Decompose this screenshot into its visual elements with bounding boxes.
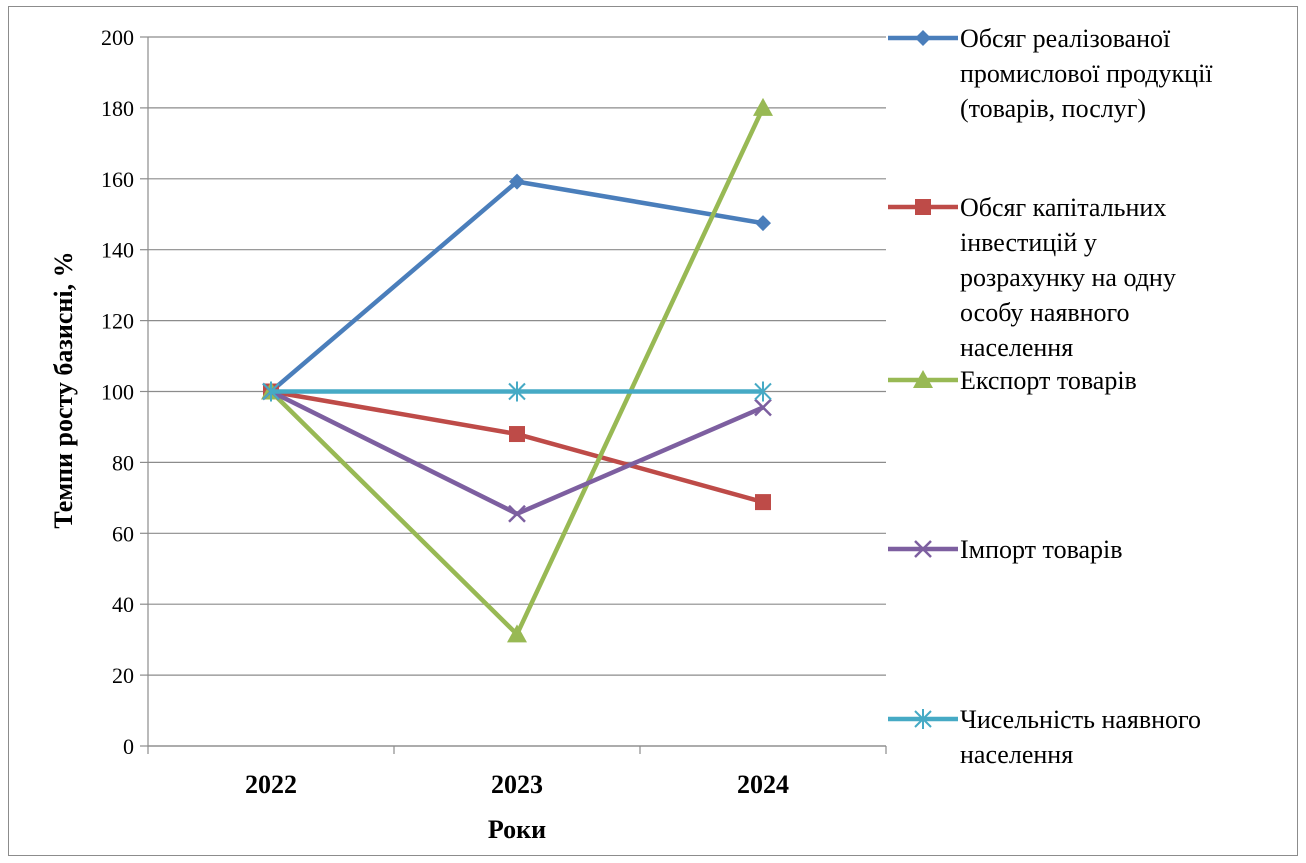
data-point	[508, 381, 526, 402]
series-1	[263, 173, 771, 400]
legend-label: Чисельність наявного	[960, 705, 1201, 734]
legend-label: особу наявного	[960, 298, 1130, 327]
y-axis-title: Темпи росту базисні, %	[49, 251, 78, 528]
chart-frame	[8, 6, 1298, 856]
data-point	[755, 494, 771, 511]
data-point	[507, 624, 527, 643]
x-tick-label: 2022	[245, 770, 297, 799]
data-point	[508, 504, 526, 523]
y-tick-label: 140	[101, 238, 134, 263]
data-point	[262, 381, 280, 402]
data-point	[754, 381, 772, 402]
data-point	[509, 426, 525, 443]
y-tick-label: 200	[101, 25, 134, 50]
legend-entry: Обсяг реалізованої промислової продукції (…	[888, 24, 1213, 123]
x-tick-label: 2024	[737, 770, 789, 799]
y-tick-labels: 0 20 40 60 80 100 120 140 160 180 200	[101, 25, 134, 759]
y-tick-label: 80	[112, 450, 134, 475]
y-tick-label: 120	[101, 309, 134, 334]
legend-marker	[914, 709, 932, 729]
series-line	[270, 389, 764, 505]
legend-marker	[915, 30, 931, 46]
legend-label: промислової продукції	[960, 59, 1213, 88]
y-tick-label: 160	[101, 167, 134, 192]
x-tick-labels: 2022 2023 2024	[245, 770, 789, 799]
y-tick-label: 100	[101, 380, 134, 405]
legend-entry: Чисельність наявного населення	[888, 705, 1201, 769]
legend-marker	[913, 370, 933, 388]
x-axis-title: Роки	[488, 815, 546, 844]
legend-label: населення	[960, 333, 1073, 362]
legend-marker	[915, 199, 931, 215]
legend-entry: Імпорт товарів	[888, 535, 1123, 564]
legend-label: інвестицій у	[960, 228, 1097, 257]
data-point	[755, 215, 771, 232]
legend-label: населення	[960, 740, 1073, 769]
legend: Обсяг реалізованої промислової продукції (…	[888, 24, 1213, 769]
y-tick-label: 40	[112, 592, 134, 617]
legend-entry: Обсяг капітальних інвестицій у розрахунку …	[888, 193, 1176, 362]
legend-marker	[914, 540, 932, 558]
data-point	[754, 398, 772, 417]
legend-label: Обсяг реалізованої	[960, 24, 1171, 53]
x-tick-label: 2023	[491, 770, 543, 799]
y-tick-label: 20	[112, 663, 134, 688]
series-5	[262, 381, 772, 402]
data-point	[509, 173, 525, 190]
legend-entry: Експорт товарів	[888, 366, 1137, 395]
legend-label: Імпорт товарів	[960, 535, 1123, 564]
series-line	[269, 389, 764, 517]
y-tick-label: 0	[123, 734, 134, 759]
data-point	[753, 97, 773, 116]
series-line	[269, 179, 764, 394]
series-4	[262, 382, 772, 523]
series-lines	[261, 97, 773, 643]
series-2	[263, 383, 771, 511]
legend-label: Обсяг капітальних	[960, 193, 1166, 222]
y-tick-label: 60	[112, 521, 134, 546]
legend-label: Експорт товарів	[960, 366, 1137, 395]
legend-label: (товарів, послуг)	[960, 94, 1146, 123]
y-tick-label: 180	[101, 96, 134, 121]
axes	[140, 36, 887, 754]
legend-label: розрахунку на одну	[960, 263, 1176, 292]
